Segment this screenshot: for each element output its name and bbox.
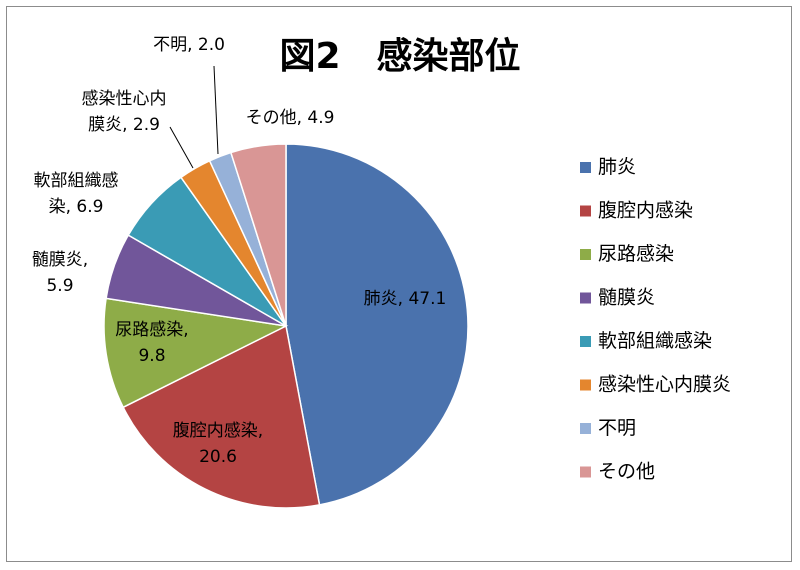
data-label-3: 尿路感染, 9.8 (115, 320, 188, 366)
data-label-4: 髄膜炎, 5.9 (32, 250, 88, 296)
legend-swatch-8 (580, 466, 591, 478)
data-label-5: 軟部組織感染, 6.9 (34, 171, 119, 217)
data-label-7: 不明, 2.0 (153, 35, 225, 55)
leader-line-6 (169, 126, 194, 169)
legend-swatch-4 (580, 292, 591, 304)
legend-label-7: 不明 (598, 417, 636, 439)
legend-label-3: 尿路感染 (598, 243, 674, 265)
legend-swatch-1 (580, 162, 591, 173)
data-label-6: 感染性心内膜炎, 2.9 (82, 89, 167, 135)
leader-line-7 (213, 65, 219, 155)
legend-label-1: 肺炎 (598, 156, 636, 178)
pie-slice-1 (285, 143, 469, 506)
pie-slice-3 (103, 297, 289, 409)
data-label-8: その他, 4.9 (246, 108, 335, 128)
data-label-2: 腹腔内感染, 20.6 (173, 421, 263, 467)
pie-slice-2 (122, 324, 321, 509)
legend-label-8: その他 (598, 461, 655, 483)
legend-label-5: 軟部組織感染 (598, 330, 712, 352)
legend-swatch-5 (580, 336, 591, 347)
legend-label-4: 髄膜炎 (598, 287, 655, 309)
pie-slices (103, 143, 469, 509)
data-labels: 肺炎, 47.1 腹腔内感染, 20.6 尿路感染, 9.8 髄膜炎, 5.9 軟部組織感染,… (32, 35, 447, 467)
legend-label-6: 感染性心内膜炎 (598, 374, 731, 396)
chart-title: 図2 感染部位 (279, 36, 520, 77)
legend-label-2: 腹腔内感染 (598, 200, 693, 222)
legend-swatch-3 (580, 249, 591, 260)
legend-swatch-7 (580, 423, 591, 434)
legend-swatch-6 (580, 379, 591, 391)
legend-swatch-2 (580, 205, 591, 217)
data-label-1: 肺炎, 47.1 (364, 289, 447, 309)
pie-slice-8 (229, 143, 287, 327)
